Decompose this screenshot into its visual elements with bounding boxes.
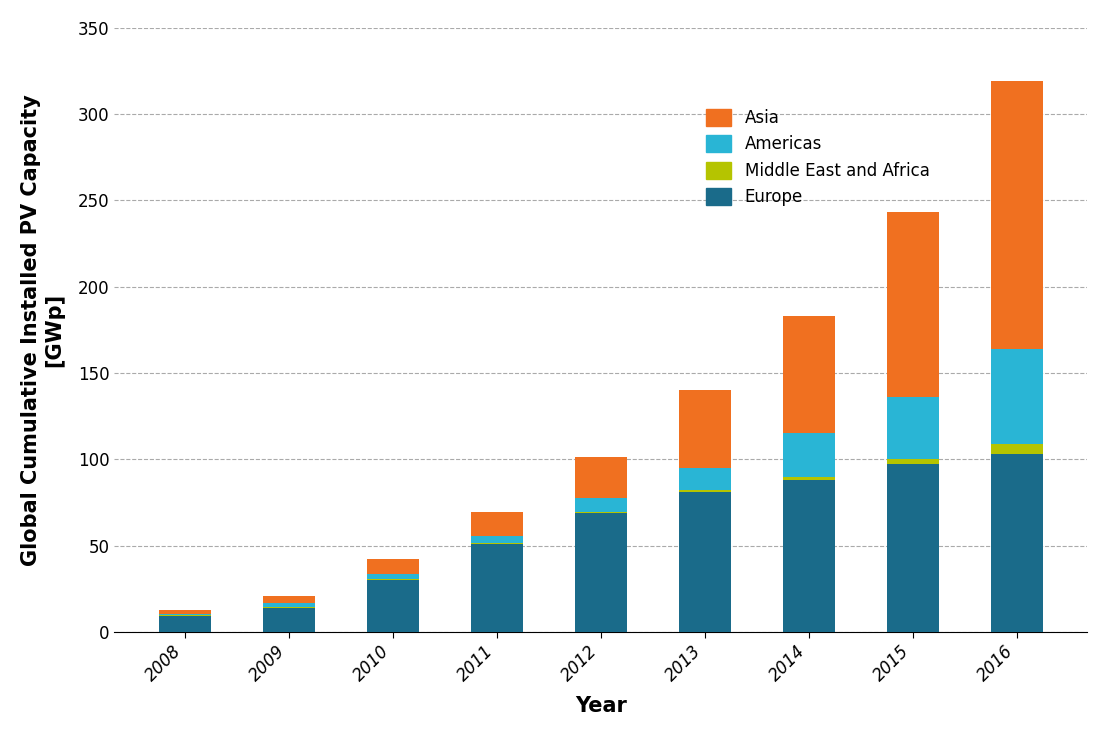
Bar: [991, 349, 1043, 444]
Bar: [367, 559, 419, 574]
Bar: [367, 580, 419, 632]
Bar: [886, 397, 938, 459]
Bar: [158, 615, 211, 616]
Bar: [263, 596, 315, 604]
Bar: [158, 610, 211, 614]
Bar: [575, 512, 627, 513]
Bar: [679, 391, 731, 468]
Bar: [679, 468, 731, 490]
Bar: [783, 477, 834, 480]
Y-axis label: Global Cumulative Installed PV Capacity
[GWp]: Global Cumulative Installed PV Capacity …: [21, 94, 64, 566]
Bar: [679, 492, 731, 632]
Bar: [679, 490, 731, 492]
Bar: [158, 616, 211, 632]
Bar: [886, 459, 938, 464]
Bar: [367, 579, 419, 580]
Bar: [783, 316, 834, 433]
Legend: Asia, Americas, Middle East and Africa, Europe: Asia, Americas, Middle East and Africa, …: [707, 108, 930, 206]
Bar: [471, 543, 523, 544]
Bar: [991, 81, 1043, 349]
Bar: [783, 480, 834, 632]
Bar: [367, 574, 419, 579]
Bar: [263, 607, 315, 608]
Bar: [783, 433, 834, 477]
X-axis label: Year: Year: [575, 696, 627, 716]
Bar: [991, 454, 1043, 632]
Bar: [263, 608, 315, 632]
Bar: [886, 464, 938, 632]
Bar: [575, 457, 627, 498]
Bar: [263, 604, 315, 607]
Bar: [158, 614, 211, 615]
Bar: [471, 512, 523, 536]
Bar: [575, 513, 627, 632]
Bar: [991, 444, 1043, 454]
Bar: [575, 498, 627, 512]
Bar: [886, 212, 938, 397]
Bar: [471, 544, 523, 632]
Bar: [471, 536, 523, 543]
